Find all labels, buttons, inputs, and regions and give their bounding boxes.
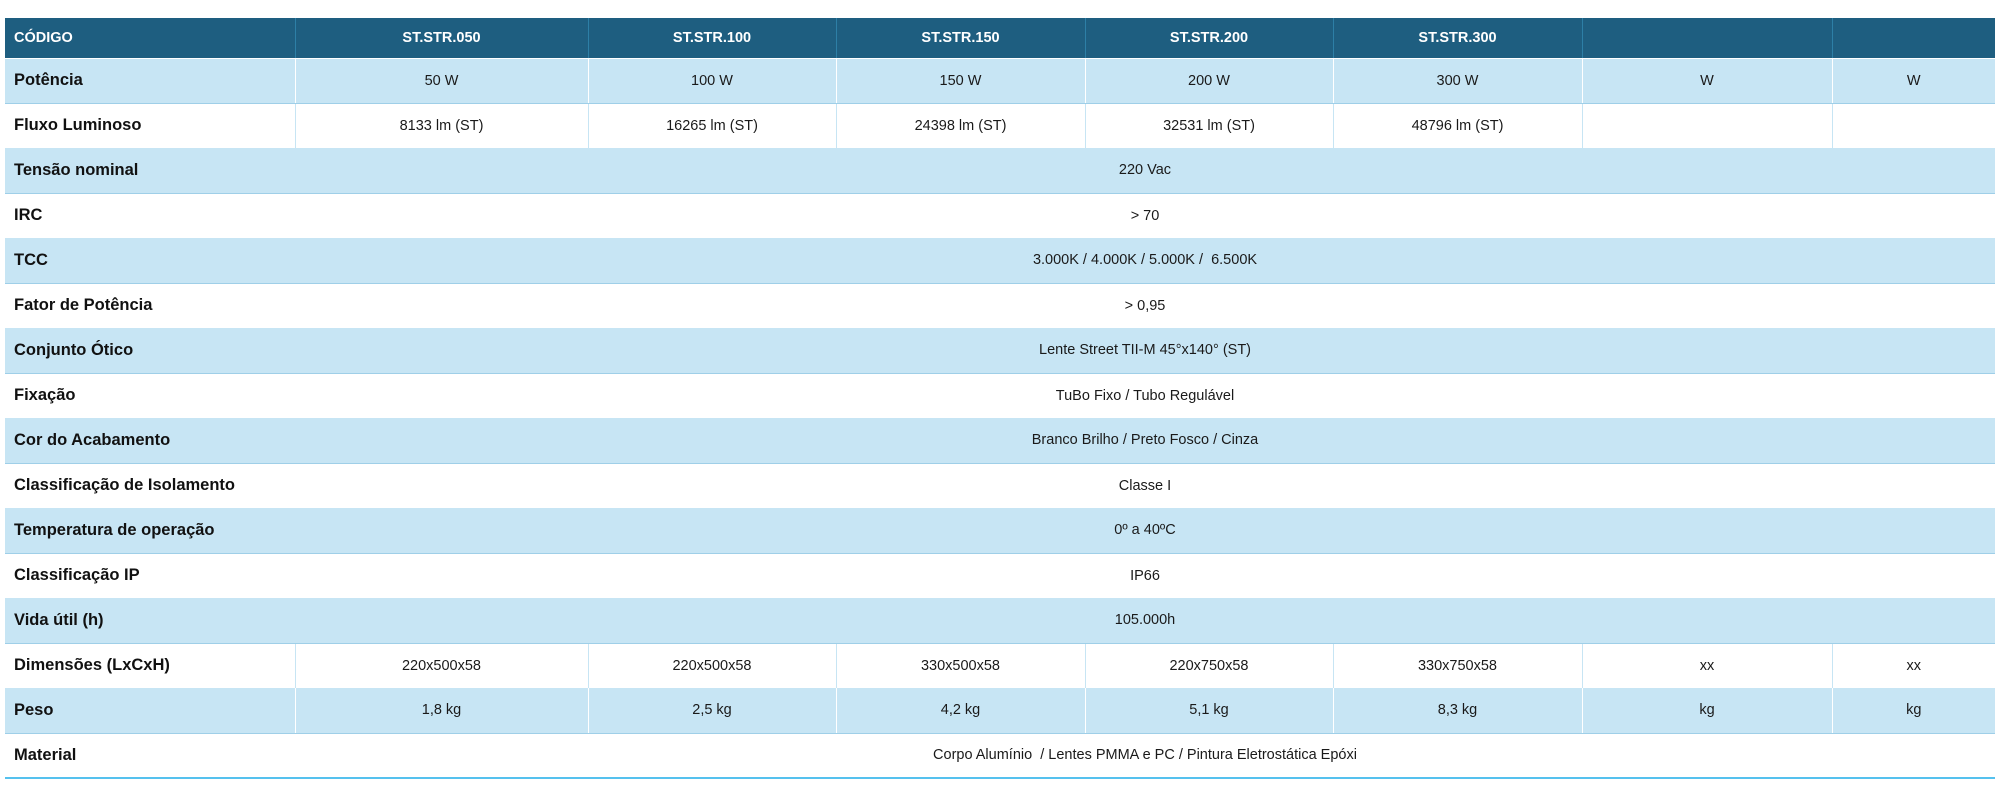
spec-value-cell: 1,8 kg <box>295 688 589 734</box>
row-label: Material <box>5 733 295 778</box>
header-cell: ST.STR.300 <box>1333 18 1583 59</box>
merged-value-cell: > 70 <box>295 193 1995 238</box>
spec-value-cell: W <box>1582 58 1833 104</box>
row-label: Cor do Acabamento <box>5 418 295 464</box>
row-label: Potência <box>5 58 296 104</box>
spec-value-cell: W <box>1832 58 1995 104</box>
merged-value-cell: Classe I <box>295 463 1995 508</box>
spec-value-cell: kg <box>1582 688 1833 734</box>
spec-value-cell: 24398 lm (ST) <box>836 103 1086 148</box>
spec-row: IRC > 70 <box>5 193 1995 238</box>
merged-value-cell: TuBo Fixo / Tubo Regulável <box>295 373 1995 418</box>
spec-row: Classificação de Isolamento Classe I <box>5 463 1995 508</box>
row-label: Tensão nominal <box>5 148 295 194</box>
spec-value-cell: 48796 lm (ST) <box>1333 103 1583 148</box>
spec-value-cell <box>1582 103 1833 148</box>
spec-value-cell: 200 W <box>1085 58 1334 104</box>
merged-value-cell: 105.000h <box>295 598 1995 644</box>
spec-value-cell: 2,5 kg <box>588 688 837 734</box>
row-label: Temperatura de operação <box>5 508 295 554</box>
row-label: Fluxo Luminoso <box>5 103 296 148</box>
spec-value-cell: xx <box>1582 643 1833 688</box>
row-label: Fator de Potência <box>5 283 295 328</box>
row-label: Peso <box>5 688 296 734</box>
spec-table-body: Potência 50 W 100 W 150 W 200 W 300 W W W Fluxo … <box>5 58 1995 778</box>
spec-row: Cor do Acabamento Branco Brilho / Preto F… <box>5 418 1995 464</box>
row-label: IRC <box>5 193 295 238</box>
header-cell-codigo: CÓDIGO <box>5 18 296 59</box>
spec-value-cell: 330x750x58 <box>1333 643 1583 688</box>
spec-value-cell: 100 W <box>588 58 837 104</box>
spec-row: Conjunto Ótico Lente Street TII-M 45°x140… <box>5 328 1995 374</box>
merged-value-cell: IP66 <box>295 553 1995 598</box>
spec-value-cell: 220x500x58 <box>295 643 589 688</box>
header-cell: ST.STR.150 <box>836 18 1086 59</box>
spec-value-cell: 220x750x58 <box>1085 643 1334 688</box>
spec-row: Material Corpo Alumínio / Lentes PMMA e P… <box>5 733 1995 778</box>
spec-row: Fator de Potência > 0,95 <box>5 283 1995 328</box>
product-spec-table: CÓDIGO ST.STR.050 ST.STR.100 ST.STR.150 ST.S… <box>5 18 1995 779</box>
header-cell: ST.STR.100 <box>588 18 837 59</box>
spec-row: Dimensões (LxCxH) 220x500x58 220x500x58 330… <box>5 643 1995 688</box>
row-label: Vida útil (h) <box>5 598 295 644</box>
spec-value-cell: 330x500x58 <box>836 643 1086 688</box>
merged-value-cell: 0º a 40ºC <box>295 508 1995 554</box>
spec-row: Peso 1,8 kg 2,5 kg 4,2 kg 5,1 kg 8,3 kg kg kg <box>5 688 1995 734</box>
merged-value-cell: 220 Vac <box>295 148 1995 194</box>
spec-value-cell: 16265 lm (ST) <box>588 103 837 148</box>
merged-value-cell: 3.000K / 4.000K / 5.000K / 6.500K <box>295 238 1995 284</box>
merged-value-cell: Branco Brilho / Preto Fosco / Cinza <box>295 418 1995 464</box>
spec-value-cell <box>1832 103 1995 148</box>
spec-value-cell: 5,1 kg <box>1085 688 1334 734</box>
spec-row: Tensão nominal 220 Vac <box>5 148 1995 194</box>
spec-value-cell: 220x500x58 <box>588 643 837 688</box>
spec-value-cell: 32531 lm (ST) <box>1085 103 1334 148</box>
row-label: Conjunto Ótico <box>5 328 295 374</box>
spec-value-cell: 300 W <box>1333 58 1583 104</box>
merged-value-cell: Corpo Alumínio / Lentes PMMA e PC / Pint… <box>295 733 1995 778</box>
merged-value-cell: Lente Street TII-M 45°x140° (ST) <box>295 328 1995 374</box>
header-cell <box>1582 18 1833 59</box>
row-label: Dimensões (LxCxH) <box>5 643 296 688</box>
spec-value-cell: xx <box>1832 643 1995 688</box>
spec-value-cell: 8,3 kg <box>1333 688 1583 734</box>
spec-value-cell: 8133 lm (ST) <box>295 103 589 148</box>
spec-value-cell: 150 W <box>836 58 1086 104</box>
merged-value-cell: > 0,95 <box>295 283 1995 328</box>
spec-value-cell: 50 W <box>295 58 589 104</box>
spec-row: Fixação TuBo Fixo / Tubo Regulável <box>5 373 1995 418</box>
row-label: Classificação IP <box>5 553 295 598</box>
row-label: TCC <box>5 238 295 284</box>
spec-value-cell: kg <box>1832 688 1995 734</box>
spec-row: Fluxo Luminoso 8133 lm (ST) 16265 lm (ST) 2… <box>5 103 1995 148</box>
row-label: Classificação de Isolamento <box>5 463 295 508</box>
header-cell <box>1832 18 1995 59</box>
spec-table-header: CÓDIGO ST.STR.050 ST.STR.100 ST.STR.150 ST.S… <box>5 18 1995 59</box>
spec-row: Classificação IP IP66 <box>5 553 1995 598</box>
spec-row: TCC 3.000K / 4.000K / 5.000K / 6.500K <box>5 238 1995 284</box>
header-cell: ST.STR.200 <box>1085 18 1334 59</box>
spec-row: Vida útil (h) 105.000h <box>5 598 1995 644</box>
header-cell: ST.STR.050 <box>295 18 589 59</box>
header-row: CÓDIGO ST.STR.050 ST.STR.100 ST.STR.150 ST.S… <box>5 18 1995 59</box>
spec-value-cell: 4,2 kg <box>836 688 1086 734</box>
row-label: Fixação <box>5 373 295 418</box>
spec-row: Temperatura de operação 0º a 40ºC <box>5 508 1995 554</box>
